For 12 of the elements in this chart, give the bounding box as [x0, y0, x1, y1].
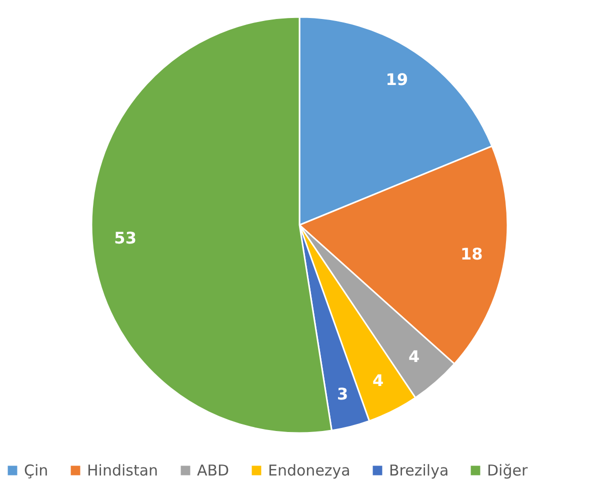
- legend-label: Brezilya: [389, 462, 449, 480]
- legend-label: ABD: [197, 462, 230, 480]
- data-label: 3: [336, 384, 348, 404]
- data-label: 4: [408, 346, 420, 366]
- data-label: 4: [372, 371, 384, 390]
- data-label: 18: [460, 244, 483, 264]
- legend-label: Çin: [24, 462, 48, 480]
- data-label: 53: [114, 228, 136, 248]
- legend-label: Hindistan: [87, 462, 158, 480]
- data-label: 19: [386, 70, 408, 89]
- legend-label: Diğer: [487, 462, 528, 480]
- legend-label: Endonezya: [268, 462, 350, 480]
